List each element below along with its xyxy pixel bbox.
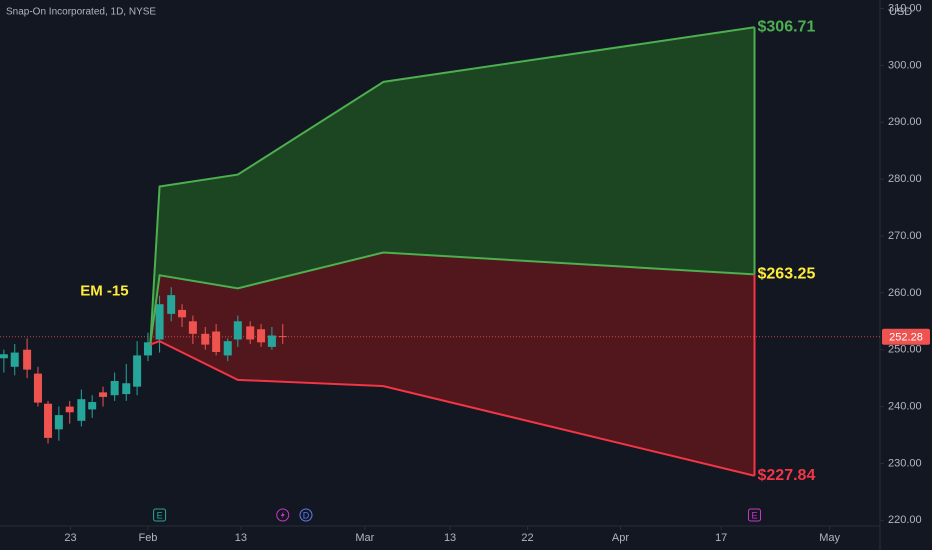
candle-body: [155, 304, 164, 340]
x-tick-label: 13: [235, 532, 247, 544]
event-marker: [748, 508, 762, 522]
chart-title: Snap-On Incorporated, 1D, NYSE: [6, 7, 156, 18]
range-line: [149, 26, 755, 345]
candle-body: [44, 403, 53, 438]
currency-label: USD: [889, 6, 912, 18]
candle-body: [122, 383, 131, 395]
candle-body: [143, 342, 152, 356]
candle-body: [257, 329, 266, 343]
y-tick-label: 250.00: [888, 344, 922, 356]
y-tick-label: 240.00: [888, 400, 922, 412]
event-marker: [299, 508, 313, 522]
y-tick-label: 310.00: [888, 2, 922, 14]
candle-body: [133, 355, 142, 387]
candle-body: [77, 399, 86, 421]
candle-body: [99, 392, 108, 397]
y-tick-label: 220.00: [888, 514, 922, 526]
value-label: $263.25: [758, 266, 816, 283]
candle-body: [278, 336, 287, 338]
candle-body: [188, 321, 197, 334]
event-marker: [276, 508, 290, 522]
candle-body: [110, 380, 119, 396]
event-label: E: [751, 510, 757, 520]
x-tick-label: 13: [444, 532, 456, 544]
y-tick-label: 290.00: [888, 116, 922, 128]
candle-body: [233, 321, 242, 340]
y-tick-label: 300.00: [888, 59, 922, 71]
event-label: E: [157, 510, 163, 520]
x-tick-label: 17: [715, 532, 727, 544]
y-tick-label: 270.00: [888, 230, 922, 242]
candle-body: [88, 402, 97, 410]
value-label: $227.84: [758, 467, 816, 484]
value-label: $306.71: [758, 18, 816, 35]
x-tick-label: Apr: [612, 532, 629, 544]
candle-body: [10, 352, 19, 367]
candle-body: [65, 406, 74, 413]
candle-body: [201, 333, 210, 345]
x-tick-label: 23: [64, 532, 76, 544]
y-tick-label: 280.00: [888, 173, 922, 185]
candle-body: [0, 354, 8, 359]
event-label: D: [303, 510, 310, 520]
candle-body: [54, 415, 63, 430]
candle-body: [223, 341, 232, 356]
x-tick-label: May: [819, 532, 840, 544]
last-price-box: [882, 328, 930, 345]
candle-body: [246, 326, 255, 340]
event-marker: [153, 508, 167, 522]
candle-body: [267, 335, 276, 347]
x-tick-label: Mar: [355, 532, 374, 544]
last-price-label: 252.28: [889, 332, 923, 344]
candle-body: [212, 331, 221, 352]
range-line: [149, 340, 755, 477]
x-tick-label: 22: [521, 532, 533, 544]
y-tick-label: 260.00: [888, 287, 922, 299]
annotation: EM -15: [80, 283, 128, 300]
candle-body: [167, 295, 176, 314]
candle-body: [33, 373, 42, 403]
candle-body: [23, 349, 32, 370]
candle-body: [178, 309, 187, 318]
event-icon: [280, 511, 285, 519]
range-line: [149, 251, 755, 345]
x-tick-label: Feb: [138, 532, 157, 544]
y-tick-label: 230.00: [888, 457, 922, 469]
range-fill: [150, 252, 755, 476]
